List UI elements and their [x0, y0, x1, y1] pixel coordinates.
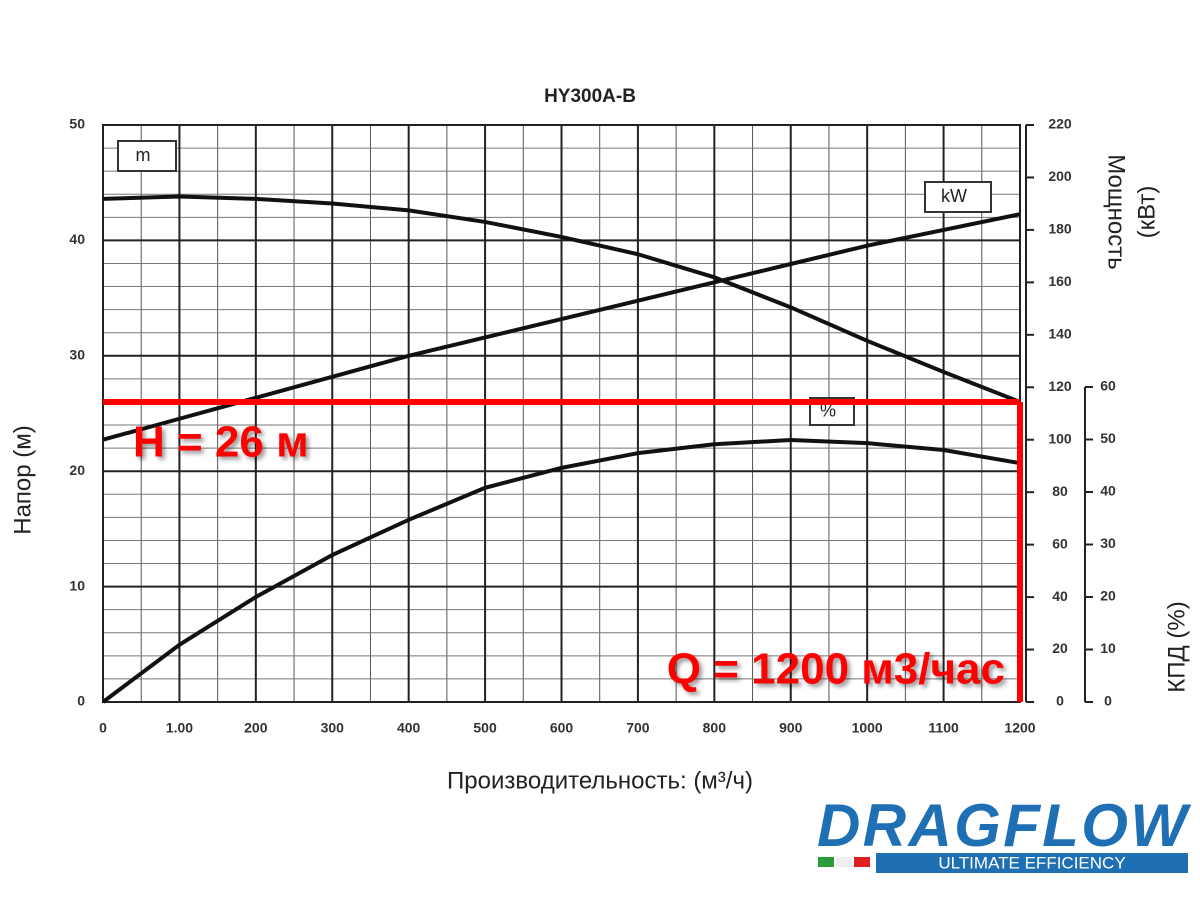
x-tick-label: 1000: [852, 720, 883, 736]
flag-white: [836, 857, 852, 867]
x-tick-label: 1200: [1004, 720, 1035, 736]
flag-green: [818, 857, 834, 867]
curve-label-box: [924, 181, 992, 213]
x-axis-label: Производительность: (м³/ч): [447, 767, 753, 794]
y3-tick-label: 40: [1100, 483, 1116, 499]
annotation-text: Q = 1200 м3/час: [667, 645, 1005, 694]
y-tick-label: 0: [77, 693, 85, 709]
y2-tick-label: 200: [1048, 168, 1072, 184]
x-tick-label: 400: [397, 720, 421, 736]
x-tick-label: 500: [473, 720, 497, 736]
y2-tick-label: 120: [1048, 378, 1072, 394]
y3-tick-label: 20: [1100, 588, 1116, 604]
y-axis-label: Напор (м): [9, 425, 36, 535]
y3-tick-label: 50: [1100, 430, 1116, 446]
y-tick-label: 30: [69, 347, 85, 363]
y-tick-label: 10: [69, 577, 85, 593]
y2-tick-label: 140: [1048, 326, 1072, 342]
y2-tick-label: 40: [1052, 588, 1068, 604]
logo-tagline: ULTIMATE EFFICIENCY: [938, 853, 1125, 872]
y2-tick-label: 80: [1052, 483, 1068, 499]
x-tick-label: 700: [626, 720, 650, 736]
x-tick-label: 600: [550, 720, 574, 736]
logo-name: DRAGFLOW: [817, 792, 1191, 859]
y2-tick-label: 0: [1056, 693, 1064, 709]
x-tick-label: 200: [244, 720, 268, 736]
y2-tick-label: 220: [1048, 116, 1072, 132]
y3-tick-label: 60: [1100, 378, 1116, 394]
y-tick-label: 50: [69, 116, 85, 132]
y3-tick-label: 10: [1100, 640, 1116, 656]
annotation-text: H = 26 м: [133, 418, 309, 467]
x-tick-label: 1100: [928, 720, 959, 736]
x-tick-label: 1.00: [166, 720, 193, 736]
y2-tick-label: 60: [1052, 535, 1068, 551]
y3-axis-label: КПД (%): [1163, 601, 1190, 692]
curve-label: kW: [941, 186, 967, 206]
x-tick-label: 300: [321, 720, 345, 736]
y3-tick-label: 30: [1100, 535, 1116, 551]
y2-tick-label: 180: [1048, 221, 1072, 237]
logo: DRAGFLOW ULTIMATE EFFICIENCY: [817, 792, 1191, 873]
logo-bar: [876, 853, 1188, 873]
curve: [102, 212, 1021, 442]
y-tick-label: 40: [69, 231, 85, 247]
y2-tick-label: 100: [1048, 430, 1072, 446]
x-tick-label: 900: [779, 720, 803, 736]
curve-label: m: [136, 145, 151, 165]
y2-axis-label: Мощность: [1103, 154, 1130, 269]
curve-label-box: [117, 140, 177, 172]
y2-axis-label: (кВт): [1133, 186, 1160, 239]
grid: [102, 124, 1021, 703]
y2-tick-label: 20: [1052, 640, 1068, 656]
y2-tick-label: 160: [1048, 273, 1072, 289]
curve: [101, 438, 1021, 704]
x-tick-label: 800: [703, 720, 727, 736]
y3-tick-label: 0: [1104, 693, 1112, 709]
chart-title: HY300A-B: [544, 86, 636, 107]
curve-label: %: [820, 400, 836, 420]
curve: [102, 194, 1021, 404]
flag-red: [854, 857, 870, 867]
y-tick-label: 20: [69, 462, 85, 478]
x-tick-label: 0: [99, 720, 107, 736]
